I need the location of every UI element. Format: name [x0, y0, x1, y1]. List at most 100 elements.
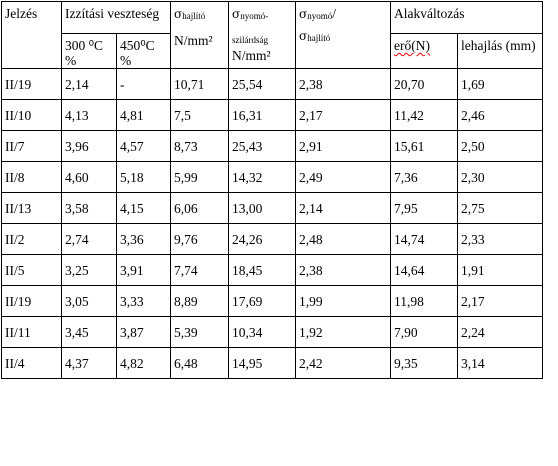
cell-t300: 4,13 [61, 99, 117, 131]
sigma-symbol: σ [299, 29, 308, 43]
sigma-symbol: σ [174, 7, 183, 21]
cell-jelzes: II/19 [1, 68, 62, 100]
nyomo-unit: N/mm² [232, 48, 271, 63]
header-jelzes: Jelzés [1, 1, 62, 69]
cell-t450: 4,82 [116, 347, 171, 379]
cell-jelzes: II/19 [1, 285, 62, 317]
cell-t450: - [116, 68, 171, 100]
cell-t300: 2,14 [61, 68, 117, 100]
cell-t300: 3,05 [61, 285, 117, 317]
cell-hajlito: 5,39 [170, 316, 229, 348]
cell-lehajlas: 2,24 [457, 316, 543, 348]
cell-hajlito: 7,74 [170, 254, 229, 286]
cell-hajlito: 5,99 [170, 161, 229, 193]
cell-nyomo: 14,32 [228, 161, 296, 193]
cell-ero: 7,90 [390, 316, 458, 348]
header-ero: erő(N) [390, 33, 458, 69]
nyomo-subscript-2: szilárdság [232, 35, 268, 45]
table-row: II/10 4,13 4,81 7,5 16,31 2,17 11,42 2,46 [1, 99, 543, 131]
ratio-subscript-1: nyomó [307, 11, 333, 21]
cell-hajlito: 8,89 [170, 285, 229, 317]
cell-jelzes: II/11 [1, 316, 62, 348]
table-row: II/5 3,25 3,91 7,74 18,45 2,38 14,64 1,91 [1, 254, 543, 286]
table-row: II/8 4,60 5,18 5,99 14,32 2,49 7,36 2,30 [1, 161, 543, 193]
header-izzitasi: Izzítási veszteség [61, 1, 171, 34]
cell-jelzes: II/5 [1, 254, 62, 286]
cell-t450: 5,18 [116, 161, 171, 193]
cell-hajlito: 6,06 [170, 192, 229, 224]
cell-t450: 4,15 [116, 192, 171, 224]
nyomo-subscript: nyomó- [240, 11, 269, 21]
cell-ero: 14,64 [390, 254, 458, 286]
cell-jelzes: II/7 [1, 130, 62, 162]
table-row: II/19 3,05 3,33 8,89 17,69 1,99 11,98 2,17 [1, 285, 543, 317]
cell-ero: 7,95 [390, 192, 458, 224]
header-alakvaltozas: Alakváltozás [390, 1, 543, 34]
cell-hajlito: 6,48 [170, 347, 229, 379]
table-row: II/2 2,74 3,36 9,76 24,26 2,48 14,74 2,33 [1, 223, 543, 255]
cell-ero: 20,70 [390, 68, 458, 100]
cell-t450: 3,33 [116, 285, 171, 317]
header-nyomo: σnyomó- szilárdság N/mm² [228, 1, 296, 69]
ratio-slash: / [332, 6, 336, 21]
cell-hajlito: 8,73 [170, 130, 229, 162]
cell-nyomo: 14,95 [228, 347, 296, 379]
cell-nyomo: 18,45 [228, 254, 296, 286]
cell-ratio: 2,14 [295, 192, 391, 224]
cell-ratio: 2,38 [295, 254, 391, 286]
ero-label: erő(N) [394, 38, 430, 53]
header-lehajlas: lehajlás (mm) [457, 33, 543, 69]
cell-hajlito: 9,76 [170, 223, 229, 255]
cell-t450: 4,81 [116, 99, 171, 131]
cell-nyomo: 25,43 [228, 130, 296, 162]
cell-ratio: 2,38 [295, 68, 391, 100]
header-hajlito: σhajlító N/mm² [170, 1, 229, 69]
cell-t300: 3,45 [61, 316, 117, 348]
cell-t300: 4,60 [61, 161, 117, 193]
sigma-symbol: σ [232, 7, 241, 21]
cell-hajlito: 10,71 [170, 68, 229, 100]
cell-jelzes: II/2 [1, 223, 62, 255]
table-row: II/11 3,45 3,87 5,39 10,34 1,92 7,90 2,24 [1, 316, 543, 348]
cell-ratio: 1,99 [295, 285, 391, 317]
table-row: II/7 3,96 4,57 8,73 25,43 2,91 15,61 2,50 [1, 130, 543, 162]
ratio-subscript-2: hajlító [307, 33, 331, 43]
table-row: II/4 4,37 4,82 6,48 14,95 2,42 9,35 3,14 [1, 347, 543, 379]
cell-t300: 2,74 [61, 223, 117, 255]
cell-ratio: 2,17 [295, 99, 391, 131]
cell-hajlito: 7,5 [170, 99, 229, 131]
cell-ero: 14,74 [390, 223, 458, 255]
cell-t300: 3,25 [61, 254, 117, 286]
cell-ratio: 2,49 [295, 161, 391, 193]
cell-lehajlas: 1,91 [457, 254, 543, 286]
cell-lehajlas: 3,14 [457, 347, 543, 379]
cell-t450: 3,36 [116, 223, 171, 255]
header-row-top: Jelzés Izzítási veszteség σhajlító N/mm²… [1, 1, 543, 69]
cell-ero: 11,42 [390, 99, 458, 131]
cell-ero: 7,36 [390, 161, 458, 193]
hajlito-unit: N/mm² [174, 33, 213, 48]
table-row: II/13 3,58 4,15 6,06 13,00 2,14 7,95 2,75 [1, 192, 543, 224]
cell-t300: 3,58 [61, 192, 117, 224]
header-300c: 300 ⁰C % [61, 33, 117, 69]
header-row-bottom: 300 ⁰C % 450⁰C % erő(N) lehajlás (mm) [2, 33, 543, 69]
hajlito-subscript: hajlító [182, 11, 206, 21]
cell-ratio: 2,42 [295, 347, 391, 379]
cell-lehajlas: 1,69 [457, 68, 543, 100]
cell-jelzes: II/4 [1, 347, 62, 379]
header-450c: 450⁰C % [116, 33, 171, 69]
cell-jelzes: II/13 [1, 192, 62, 224]
cell-t450: 4,57 [116, 130, 171, 162]
cell-lehajlas: 2,75 [457, 192, 543, 224]
results-table: Jelzés Izzítási veszteség σhajlító N/mm²… [1, 1, 543, 379]
cell-jelzes: II/8 [1, 161, 62, 193]
header-ratio: σnyomó/ σhajlító [295, 1, 391, 69]
cell-jelzes: II/10 [1, 99, 62, 131]
cell-ratio: 1,92 [295, 316, 391, 348]
cell-t450: 3,91 [116, 254, 171, 286]
cell-nyomo: 10,34 [228, 316, 296, 348]
cell-ratio: 2,91 [295, 130, 391, 162]
cell-ratio: 2,48 [295, 223, 391, 255]
cell-nyomo: 24,26 [228, 223, 296, 255]
cell-nyomo: 16,31 [228, 99, 296, 131]
